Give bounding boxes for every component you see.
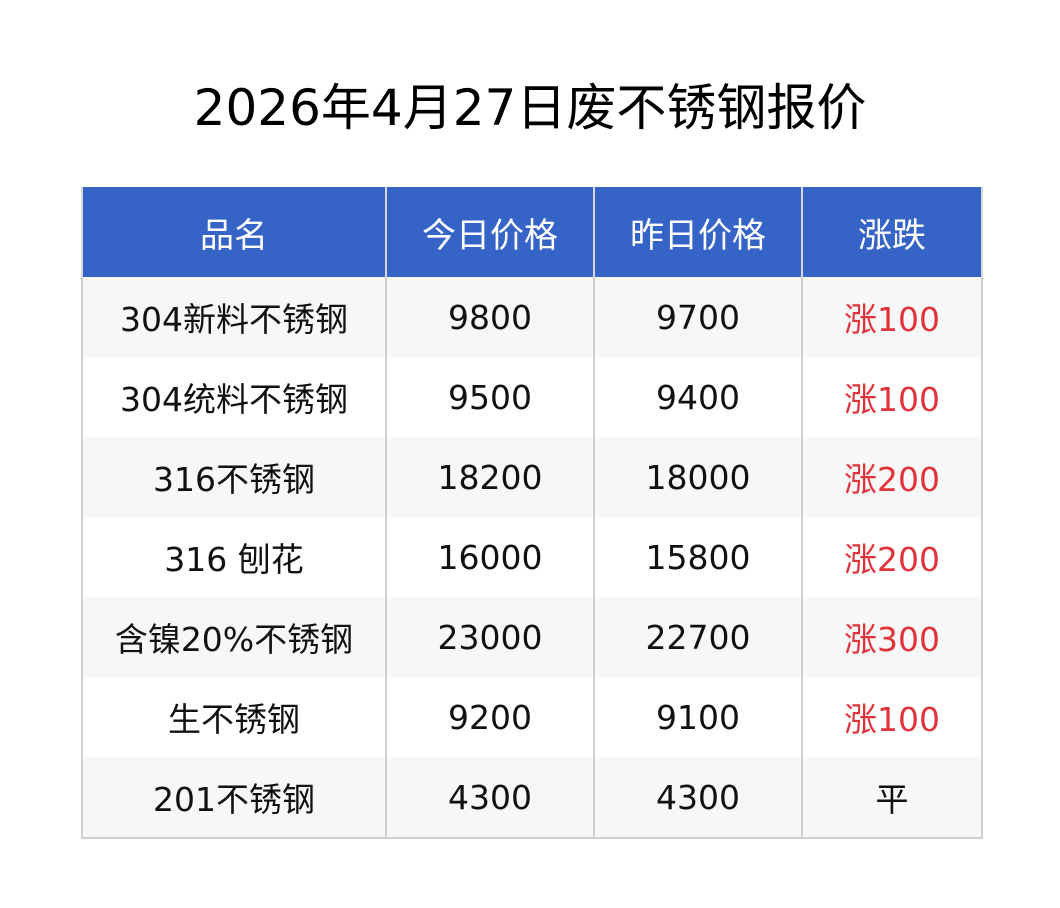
page-title: 2026年4月27日废不锈钢报价 — [193, 79, 867, 137]
cell-yesterday-price: 9700 — [593, 277, 803, 357]
cell-change: 涨100 — [801, 357, 983, 437]
table-header-row: 品名 今日价格 昨日价格 涨跌 — [81, 187, 983, 277]
cell-today-price: 9500 — [385, 357, 595, 437]
table-row: 316 刨花 16000 15800 涨200 — [81, 517, 983, 597]
table-row: 生不锈钢 9200 9100 涨100 — [81, 677, 983, 757]
cell-change: 平 — [801, 757, 983, 839]
table-row: 316不锈钢 18200 18000 涨200 — [81, 437, 983, 517]
cell-yesterday-price: 4300 — [593, 757, 803, 839]
table-row: 201不锈钢 4300 4300 平 — [81, 757, 983, 839]
cell-name: 201不锈钢 — [81, 757, 387, 839]
header-yesterday-price: 昨日价格 — [593, 187, 803, 277]
cell-yesterday-price: 9400 — [593, 357, 803, 437]
cell-name: 含镍20%不锈钢 — [81, 597, 387, 677]
cell-today-price: 23000 — [385, 597, 595, 677]
cell-change: 涨300 — [801, 597, 983, 677]
cell-change: 涨200 — [801, 517, 983, 597]
cell-yesterday-price: 18000 — [593, 437, 803, 517]
cell-name: 生不锈钢 — [81, 677, 387, 757]
table-row: 含镍20%不锈钢 23000 22700 涨300 — [81, 597, 983, 677]
cell-change: 涨200 — [801, 437, 983, 517]
cell-name: 316 刨花 — [81, 517, 387, 597]
cell-name: 316不锈钢 — [81, 437, 387, 517]
cell-today-price: 4300 — [385, 757, 595, 839]
table-row: 304统料不锈钢 9500 9400 涨100 — [81, 357, 983, 437]
cell-name: 304新料不锈钢 — [81, 277, 387, 357]
cell-today-price: 16000 — [385, 517, 595, 597]
cell-yesterday-price: 9100 — [593, 677, 803, 757]
cell-yesterday-price: 15800 — [593, 517, 803, 597]
price-table: 品名 今日价格 昨日价格 涨跌 304新料不锈钢 9800 9700 涨100 304统… — [81, 187, 983, 839]
cell-change: 涨100 — [801, 677, 983, 757]
header-change: 涨跌 — [801, 187, 983, 277]
cell-today-price: 18200 — [385, 437, 595, 517]
cell-yesterday-price: 22700 — [593, 597, 803, 677]
cell-today-price: 9200 — [385, 677, 595, 757]
header-today-price: 今日价格 — [385, 187, 595, 277]
cell-change: 涨100 — [801, 277, 983, 357]
table-row: 304新料不锈钢 9800 9700 涨100 — [81, 277, 983, 357]
cell-today-price: 9800 — [385, 277, 595, 357]
header-name: 品名 — [81, 187, 387, 277]
cell-name: 304统料不锈钢 — [81, 357, 387, 437]
